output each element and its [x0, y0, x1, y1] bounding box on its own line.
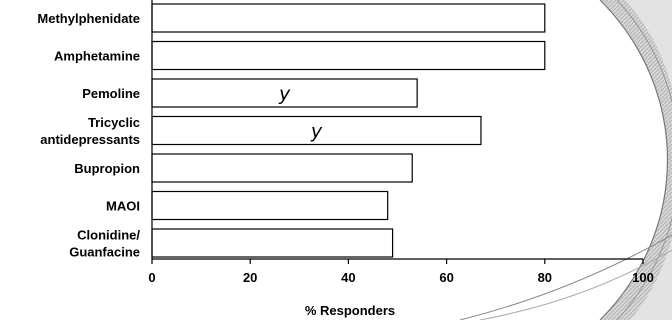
x-tick-label: 0	[148, 270, 155, 285]
x-tick-label: 80	[538, 270, 552, 285]
category-label: Methylphenidate	[37, 11, 140, 26]
category-label: Bupropion	[74, 161, 140, 176]
category-label: Clonidine/	[77, 228, 140, 243]
category-label: Pemoline	[82, 86, 140, 101]
category-labels: Methylphenidate Amphetamine Pemoline Tricyc…	[37, 11, 140, 260]
x-tick-label: 60	[439, 270, 453, 285]
x-axis-title: % Responders	[305, 303, 395, 318]
bar-2	[151, 78, 418, 108]
category-label: Tricyclic	[88, 115, 140, 130]
x-tick-label: 100	[632, 270, 654, 285]
category-label: Amphetamine	[54, 49, 140, 64]
bar-6	[151, 228, 394, 258]
bar-annotation-2: y	[278, 83, 291, 105]
decorative-swoosh	[459, 0, 672, 320]
bar-4	[151, 153, 413, 183]
plot-area: yy	[151, 3, 546, 258]
x-axis: 0 20 40 60 80 100	[148, 0, 654, 285]
x-tick-label: 40	[341, 270, 355, 285]
bar-0	[151, 3, 546, 33]
category-label: antidepressants	[40, 132, 140, 147]
bar-annotation-3: y	[310, 121, 323, 143]
bar-5	[151, 190, 389, 221]
category-label: Guanfacine	[69, 245, 140, 260]
x-tick-label: 20	[243, 270, 257, 285]
bar-1	[151, 40, 546, 71]
category-label: MAOI	[106, 199, 140, 214]
